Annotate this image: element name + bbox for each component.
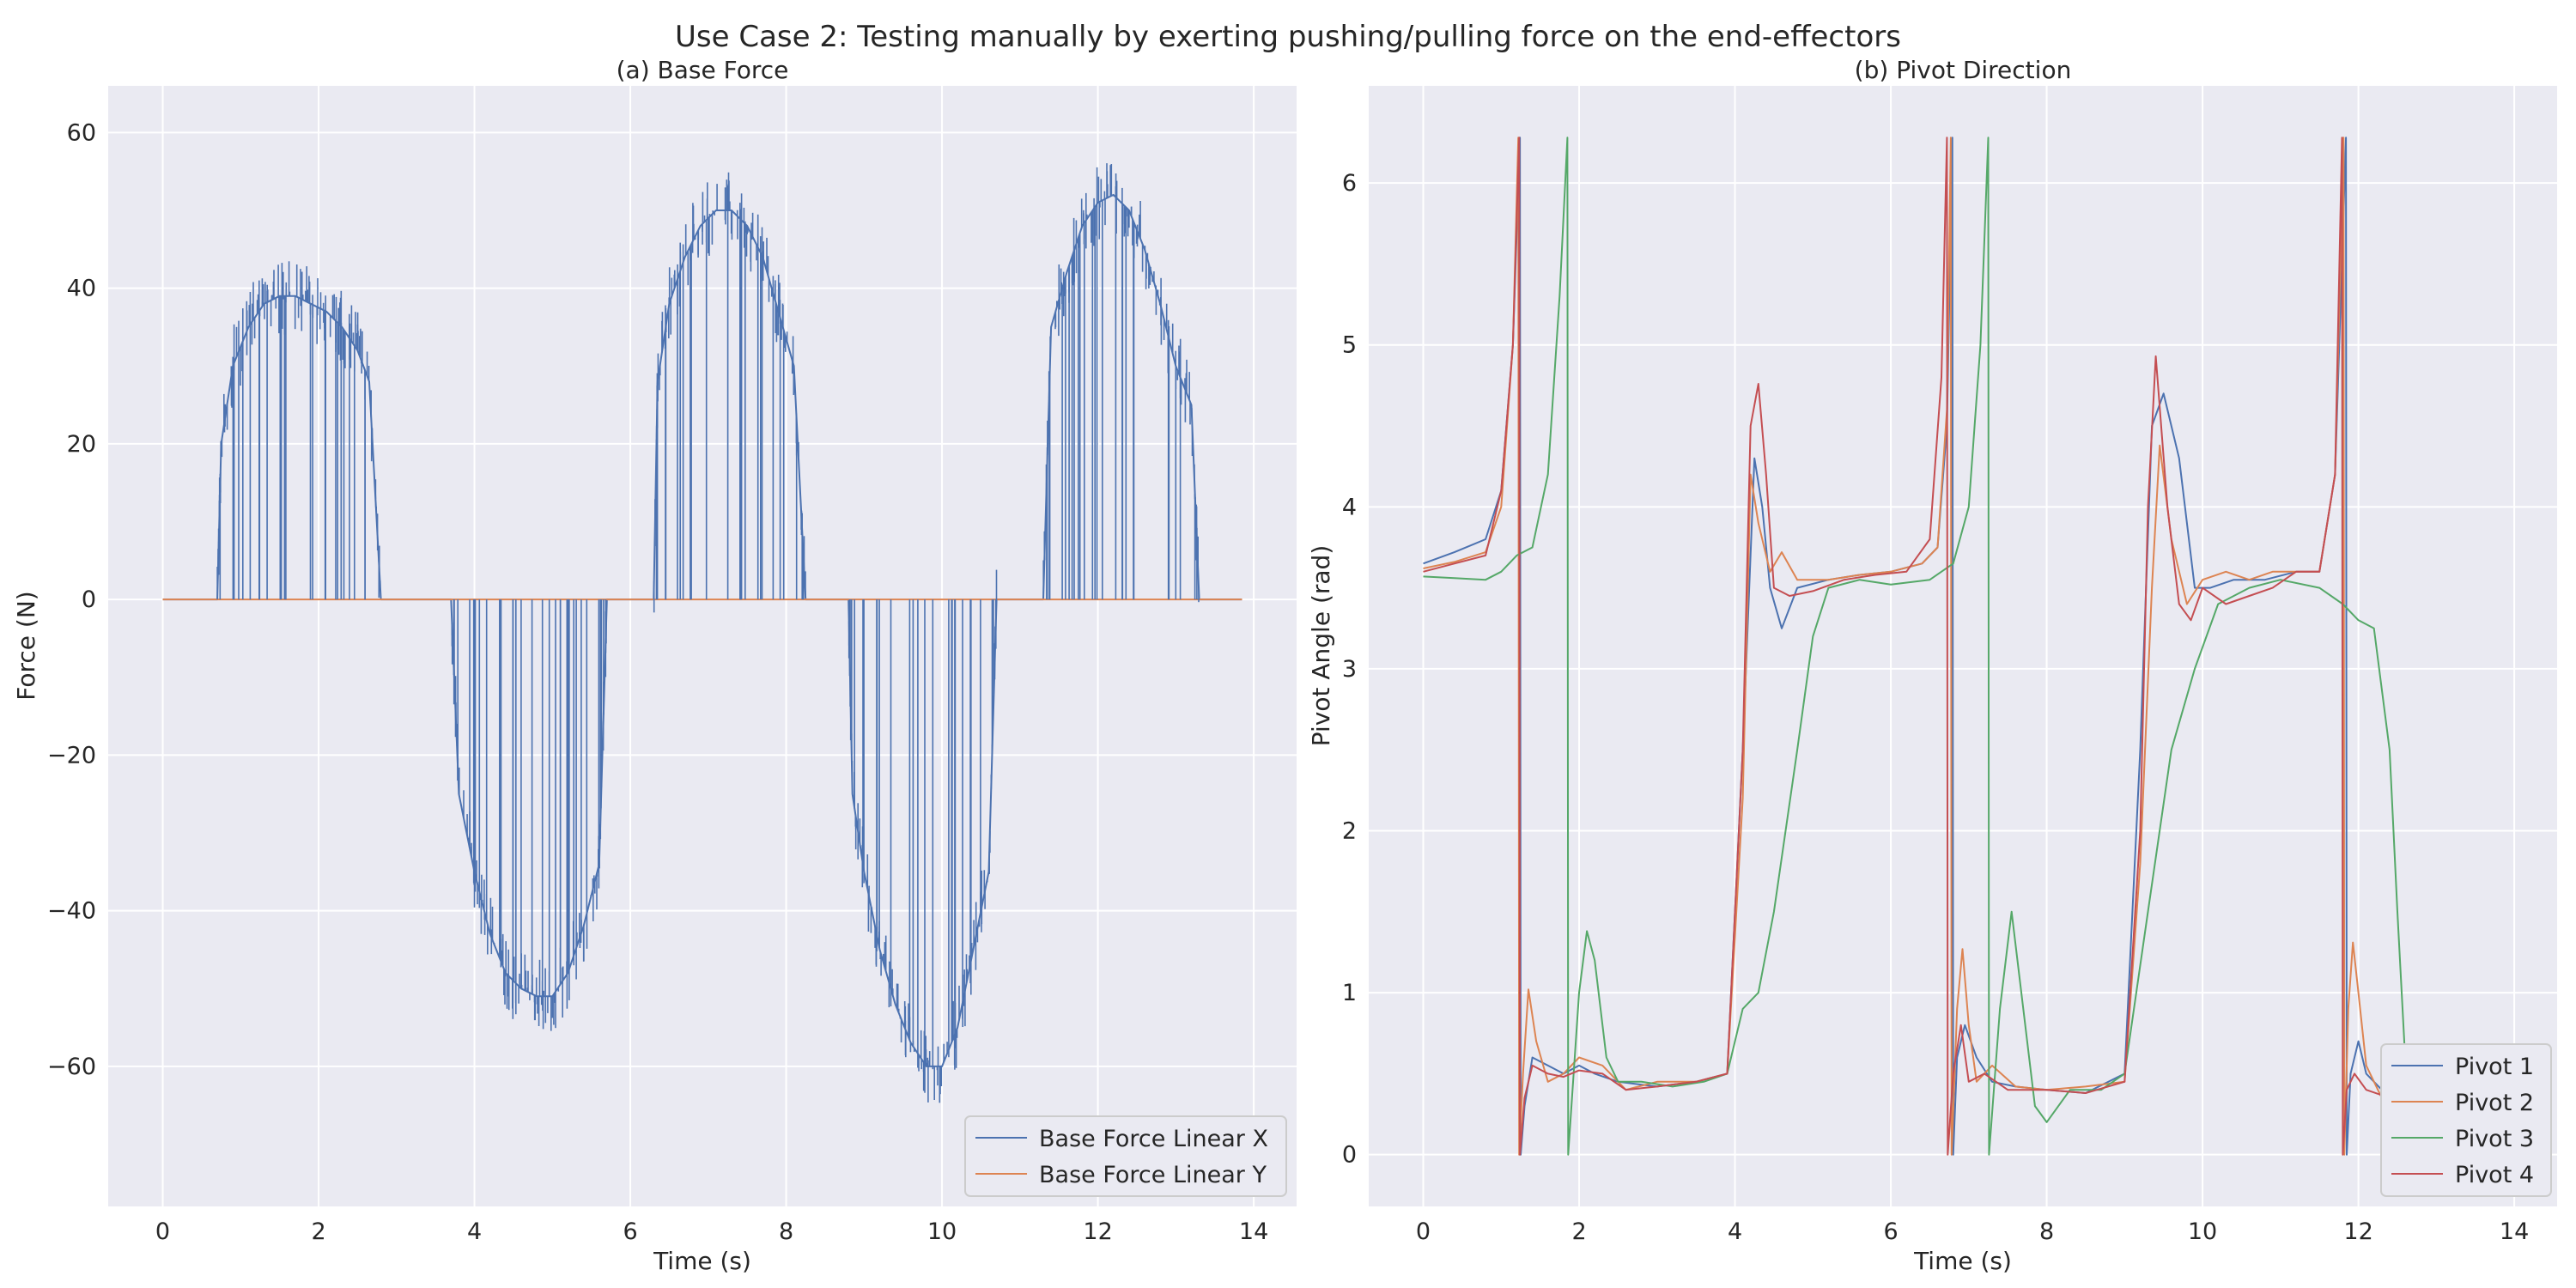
x-tick-label: 2 (311, 1218, 325, 1245)
series-noise-base-force-x (216, 163, 1200, 1103)
series-line-pivot-direction-3 (1423, 137, 2415, 1156)
y-tick-label: 4 (1342, 494, 1357, 520)
y-tick-label: −20 (47, 742, 96, 769)
x-tick-label: 14 (2500, 1218, 2529, 1245)
panel-title-base-force: (a) Base Force (617, 56, 789, 84)
legend-label-pivot-1: Pivot 1 (2455, 1054, 2534, 1080)
panel-base-force: 0 2 4 6 8 10 12 14 −60 −40 −20 0 20 40 60 (a) Base For… (12, 56, 1297, 1275)
y-tick-label: 60 (67, 119, 96, 146)
y-tick-label: 6 (1342, 170, 1357, 197)
y-tick-label: 2 (1342, 817, 1357, 844)
y-tick-label: 20 (67, 431, 96, 458)
panel-title-pivot-direction: (b) Pivot Direction (1855, 56, 2072, 84)
y-tick-label: 3 (1342, 656, 1357, 683)
series-group-base-force (162, 163, 1242, 1103)
x-tick-label: 8 (2039, 1218, 2054, 1245)
x-tick-label: 12 (2343, 1218, 2372, 1245)
x-tick-label: 4 (1728, 1218, 1742, 1245)
y-tick-label: 5 (1342, 332, 1357, 359)
y-tick-label: −40 (47, 898, 96, 925)
x-tick-label: 2 (1571, 1218, 1586, 1245)
legend-box (964, 1115, 1287, 1197)
ticks-base-force: 0 2 4 6 8 10 12 14 −60 −40 −20 0 20 40 60 (47, 119, 1268, 1245)
y-tick-label: 0 (1342, 1142, 1357, 1169)
x-axis-label-base-force: Time (s) (653, 1247, 751, 1275)
x-tick-label: 6 (623, 1218, 637, 1245)
y-tick-label: 1 (1342, 980, 1357, 1006)
x-tick-label: 10 (2188, 1218, 2217, 1245)
y-axis-label-base-force: Force (N) (12, 591, 40, 700)
legend-pivot-direction: Pivot 1 Pivot 2 Pivot 3 Pivot 4 (2380, 1043, 2552, 1197)
x-tick-label: 10 (927, 1218, 957, 1245)
figure-suptitle: Use Case 2: Testing manually by exerting… (675, 20, 1901, 54)
legend-label-base-force-y: Base Force Linear Y (1039, 1162, 1267, 1188)
x-axis-label-pivot-direction: Time (s) (1913, 1247, 2012, 1275)
legend-base-force: Base Force Linear X Base Force Linear Y (964, 1115, 1287, 1197)
series-group-pivot-direction (1423, 137, 2468, 1156)
x-tick-label: 8 (779, 1218, 793, 1245)
series-line-pivot-direction-4 (1423, 137, 2452, 1156)
legend-label-pivot-2: Pivot 2 (2455, 1090, 2534, 1116)
x-tick-label: 6 (1883, 1218, 1898, 1245)
x-tick-label: 4 (467, 1218, 482, 1245)
plot-area-base-force (108, 86, 1297, 1206)
x-tick-label: 14 (1239, 1218, 1268, 1245)
legend-box (2380, 1043, 2552, 1197)
x-tick-label: 0 (155, 1218, 170, 1245)
grid-base-force (108, 86, 1297, 1206)
y-axis-label-pivot-direction: Pivot Angle (rad) (1307, 545, 1335, 747)
legend-label-pivot-3: Pivot 3 (2455, 1126, 2534, 1152)
legend-label-pivot-4: Pivot 4 (2455, 1162, 2534, 1188)
x-tick-label: 0 (1416, 1218, 1431, 1245)
y-tick-label: 0 (82, 586, 96, 613)
y-tick-label: −60 (47, 1054, 96, 1080)
legend-label-base-force-x: Base Force Linear X (1039, 1126, 1268, 1152)
x-tick-label: 12 (1083, 1218, 1112, 1245)
y-tick-label: 40 (67, 276, 96, 302)
